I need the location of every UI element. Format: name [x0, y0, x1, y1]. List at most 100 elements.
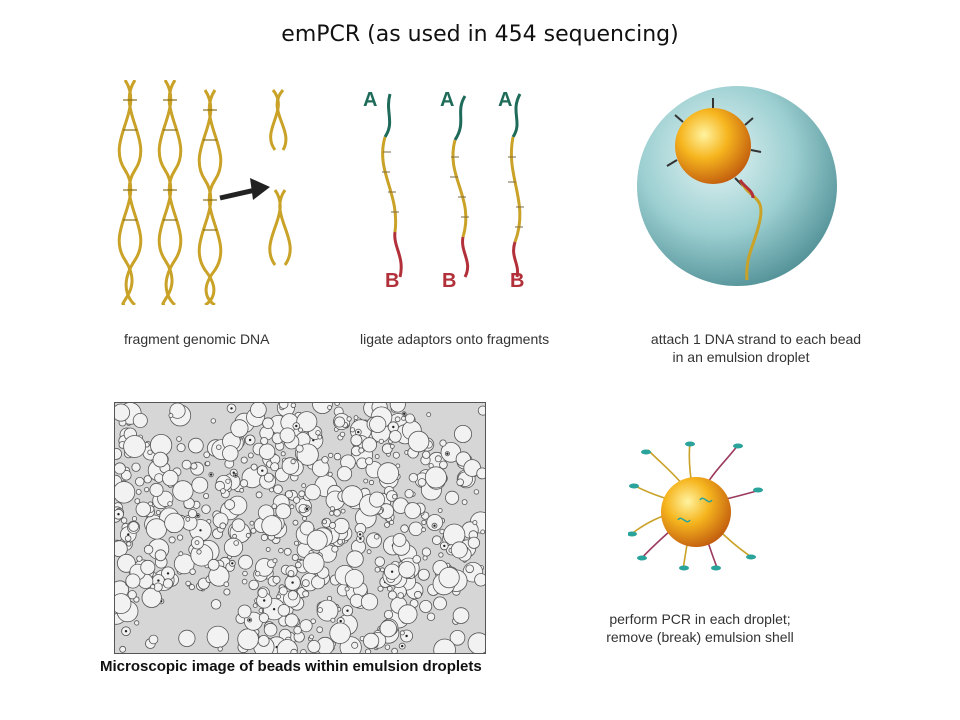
bead-dot: [295, 424, 298, 428]
droplet: [237, 604, 252, 619]
droplet: [422, 450, 431, 459]
droplet: [203, 451, 210, 459]
droplet: [392, 451, 400, 459]
droplet: [302, 552, 325, 575]
droplet: [374, 566, 381, 573]
droplet: [258, 612, 269, 623]
droplet: [302, 590, 310, 598]
droplet: [232, 533, 237, 539]
droplet: [329, 622, 351, 644]
droplet: [123, 435, 147, 458]
droplet: [300, 649, 307, 653]
droplet: [439, 439, 447, 447]
droplet: [339, 431, 346, 438]
droplet: [445, 490, 460, 505]
droplet: [275, 503, 292, 520]
droplet: [257, 587, 268, 598]
droplet: [334, 403, 340, 406]
droplet: [150, 584, 156, 590]
droplet: [412, 555, 422, 564]
droplet: [217, 646, 223, 652]
droplet: [301, 579, 310, 588]
droplet: [340, 508, 346, 514]
droplet: [162, 469, 179, 487]
bead-dot: [401, 644, 404, 648]
droplet: [377, 585, 384, 592]
droplet: [433, 638, 456, 653]
droplet: [223, 581, 230, 588]
droplet: [401, 415, 406, 421]
droplet: [284, 490, 293, 499]
droplet: [316, 599, 339, 622]
droplet: [353, 415, 359, 421]
bead-dot: [248, 438, 252, 442]
bead-dot: [209, 473, 213, 476]
droplet: [421, 519, 427, 526]
droplet: [169, 403, 186, 419]
droplet: [351, 641, 359, 649]
page-title: emPCR (as used in 454 sequencing): [281, 22, 679, 47]
droplet: [125, 573, 141, 589]
droplet: [176, 436, 182, 442]
droplet: [374, 556, 386, 567]
droplet: [239, 487, 245, 493]
droplet: [238, 554, 253, 570]
adaptor-a-label-1: A: [363, 89, 377, 111]
droplet: [134, 498, 141, 504]
droplet: [384, 644, 391, 650]
droplet: [374, 454, 380, 459]
droplet: [223, 588, 231, 596]
droplet: [383, 610, 394, 620]
droplet: [115, 448, 122, 460]
bead-dot: [263, 599, 266, 602]
droplet: [434, 455, 442, 463]
droplet: [334, 416, 346, 428]
droplet: [317, 434, 323, 440]
droplet: [449, 630, 466, 646]
pcr-bead-image: [628, 440, 763, 572]
droplet: [131, 516, 138, 522]
droplet: [265, 547, 271, 552]
droplet: [131, 462, 141, 472]
droplet: [327, 471, 333, 477]
ligate-adaptors-image: A A A B B B: [355, 82, 535, 294]
bead-dot: [443, 544, 446, 548]
droplet: [316, 626, 324, 634]
droplet: [185, 580, 191, 587]
droplet: [333, 509, 341, 517]
droplet: [301, 483, 307, 488]
droplet: [167, 501, 173, 507]
ligate-caption: ligate adaptors onto fragments: [360, 331, 550, 347]
droplet: [307, 639, 321, 653]
bead-dot: [446, 452, 449, 455]
droplet: [297, 427, 303, 433]
droplet: [421, 527, 427, 533]
droplet: [477, 405, 485, 416]
droplet: [377, 462, 400, 485]
droplet: [115, 540, 128, 558]
droplet: [134, 620, 140, 626]
bead-dot: [234, 474, 237, 477]
droplet: [172, 480, 194, 502]
droplet: [216, 444, 222, 450]
droplet: [231, 518, 246, 532]
bead-dot: [390, 570, 394, 573]
droplet: [280, 451, 286, 457]
droplet: [330, 617, 336, 623]
droplet: [476, 467, 485, 480]
droplet: [115, 481, 136, 504]
droplet: [426, 612, 436, 621]
droplet: [399, 630, 405, 636]
bead-dot: [230, 407, 233, 410]
droplet: [245, 532, 251, 538]
droplet: [408, 472, 419, 483]
droplet: [168, 536, 176, 544]
droplet: [387, 590, 397, 600]
droplet: [373, 533, 380, 540]
droplet: [315, 430, 321, 436]
droplet: [278, 586, 288, 596]
droplet: [149, 482, 164, 497]
droplet: [417, 568, 430, 581]
bead-droplet-image: [635, 80, 840, 292]
droplet: [254, 570, 261, 577]
